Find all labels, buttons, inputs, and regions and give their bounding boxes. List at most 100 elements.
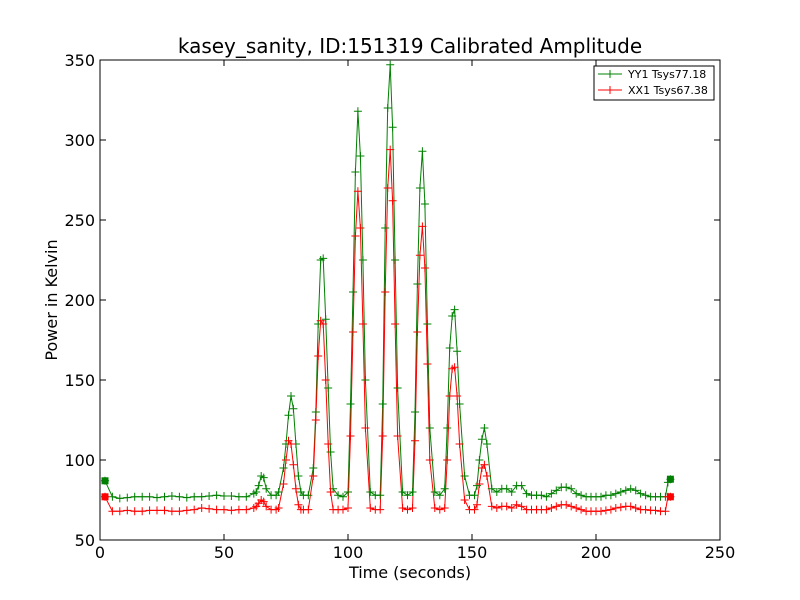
data-point xyxy=(115,494,124,503)
data-point xyxy=(138,507,147,516)
x-tick-label: 100 xyxy=(333,543,364,562)
data-point xyxy=(413,280,422,288)
data-point xyxy=(423,360,432,368)
data-point xyxy=(621,486,630,495)
data-point xyxy=(453,347,462,356)
data-point xyxy=(403,505,412,514)
data-point xyxy=(651,506,660,515)
data-point xyxy=(153,506,161,515)
data-point xyxy=(411,408,419,416)
data-point xyxy=(482,440,491,448)
data-point xyxy=(242,492,251,501)
data-point xyxy=(314,352,323,360)
data-point xyxy=(388,196,397,205)
data-point xyxy=(309,472,318,480)
data-point xyxy=(567,484,576,493)
data-point xyxy=(304,505,313,514)
data-point xyxy=(259,497,268,506)
data-point xyxy=(425,456,434,464)
data-point xyxy=(547,489,556,498)
data-point xyxy=(353,187,362,196)
data-point xyxy=(487,484,496,493)
data-point xyxy=(383,104,392,112)
data-point xyxy=(445,392,454,400)
data-point xyxy=(552,486,561,495)
y-tick-label: 350 xyxy=(64,51,95,70)
data-point xyxy=(287,440,295,448)
data-point xyxy=(321,376,330,384)
data-point xyxy=(130,507,139,516)
data-point xyxy=(420,264,429,272)
data-point xyxy=(220,492,228,500)
data-point xyxy=(626,502,635,511)
data-point xyxy=(190,492,199,501)
x-tick-label: 150 xyxy=(457,543,488,562)
data-point xyxy=(378,400,387,408)
data-point xyxy=(455,400,464,408)
data-point xyxy=(611,504,620,512)
y-tick-label: 250 xyxy=(64,211,95,230)
data-point xyxy=(324,384,333,392)
data-point xyxy=(361,376,370,384)
data-point xyxy=(381,224,390,232)
data-point xyxy=(626,484,635,493)
data-point xyxy=(572,489,581,498)
data-point xyxy=(220,505,228,514)
data-point xyxy=(430,504,439,512)
data-point xyxy=(234,505,243,514)
data-point xyxy=(160,506,169,515)
data-point xyxy=(279,464,288,472)
data-point xyxy=(376,505,385,514)
data-point xyxy=(450,363,459,372)
legend-box xyxy=(593,65,715,101)
data-point xyxy=(381,288,390,296)
plot-area xyxy=(99,59,721,541)
legend: YY1 Tsys77.18 XX1 Tsys67.38 xyxy=(593,65,715,101)
data-point xyxy=(378,432,387,440)
data-point xyxy=(577,505,586,514)
data-point xyxy=(242,505,251,514)
data-point xyxy=(641,505,650,514)
data-point xyxy=(616,503,625,512)
endpoint-marker xyxy=(666,475,674,483)
data-point xyxy=(190,505,199,514)
data-point xyxy=(393,432,402,440)
y-tick-label: 50 xyxy=(75,531,95,550)
data-point xyxy=(537,491,546,500)
data-point xyxy=(291,484,300,493)
data-point xyxy=(391,256,400,264)
data-point xyxy=(480,460,489,469)
data-point xyxy=(167,507,176,516)
data-point xyxy=(227,492,236,500)
endpoint-marker xyxy=(101,477,109,485)
data-point xyxy=(418,222,427,231)
data-point xyxy=(358,256,367,264)
data-point xyxy=(153,493,161,502)
data-point xyxy=(411,436,419,445)
data-point xyxy=(460,496,469,504)
data-point xyxy=(254,481,263,490)
data-point xyxy=(636,489,645,498)
data-point xyxy=(108,507,117,516)
data-point xyxy=(145,506,154,515)
data-point xyxy=(440,484,449,493)
data-point xyxy=(234,492,243,501)
data-point xyxy=(366,504,375,512)
data-point xyxy=(366,488,375,496)
chart-title: kasey_sanity, ID:151319 Calibrated Ampli… xyxy=(178,34,642,58)
data-point xyxy=(294,500,303,509)
data-point xyxy=(123,493,132,502)
x-tick-label: 250 xyxy=(705,543,736,562)
data-point xyxy=(601,506,610,515)
data-point xyxy=(475,480,484,488)
data-point xyxy=(115,507,124,516)
data-point xyxy=(393,384,402,392)
data-point xyxy=(420,200,429,208)
data-point xyxy=(304,491,313,500)
data-point xyxy=(274,488,283,496)
data-point xyxy=(289,460,298,469)
data-point xyxy=(349,328,357,336)
data-point xyxy=(460,472,469,480)
data-point xyxy=(351,232,360,240)
